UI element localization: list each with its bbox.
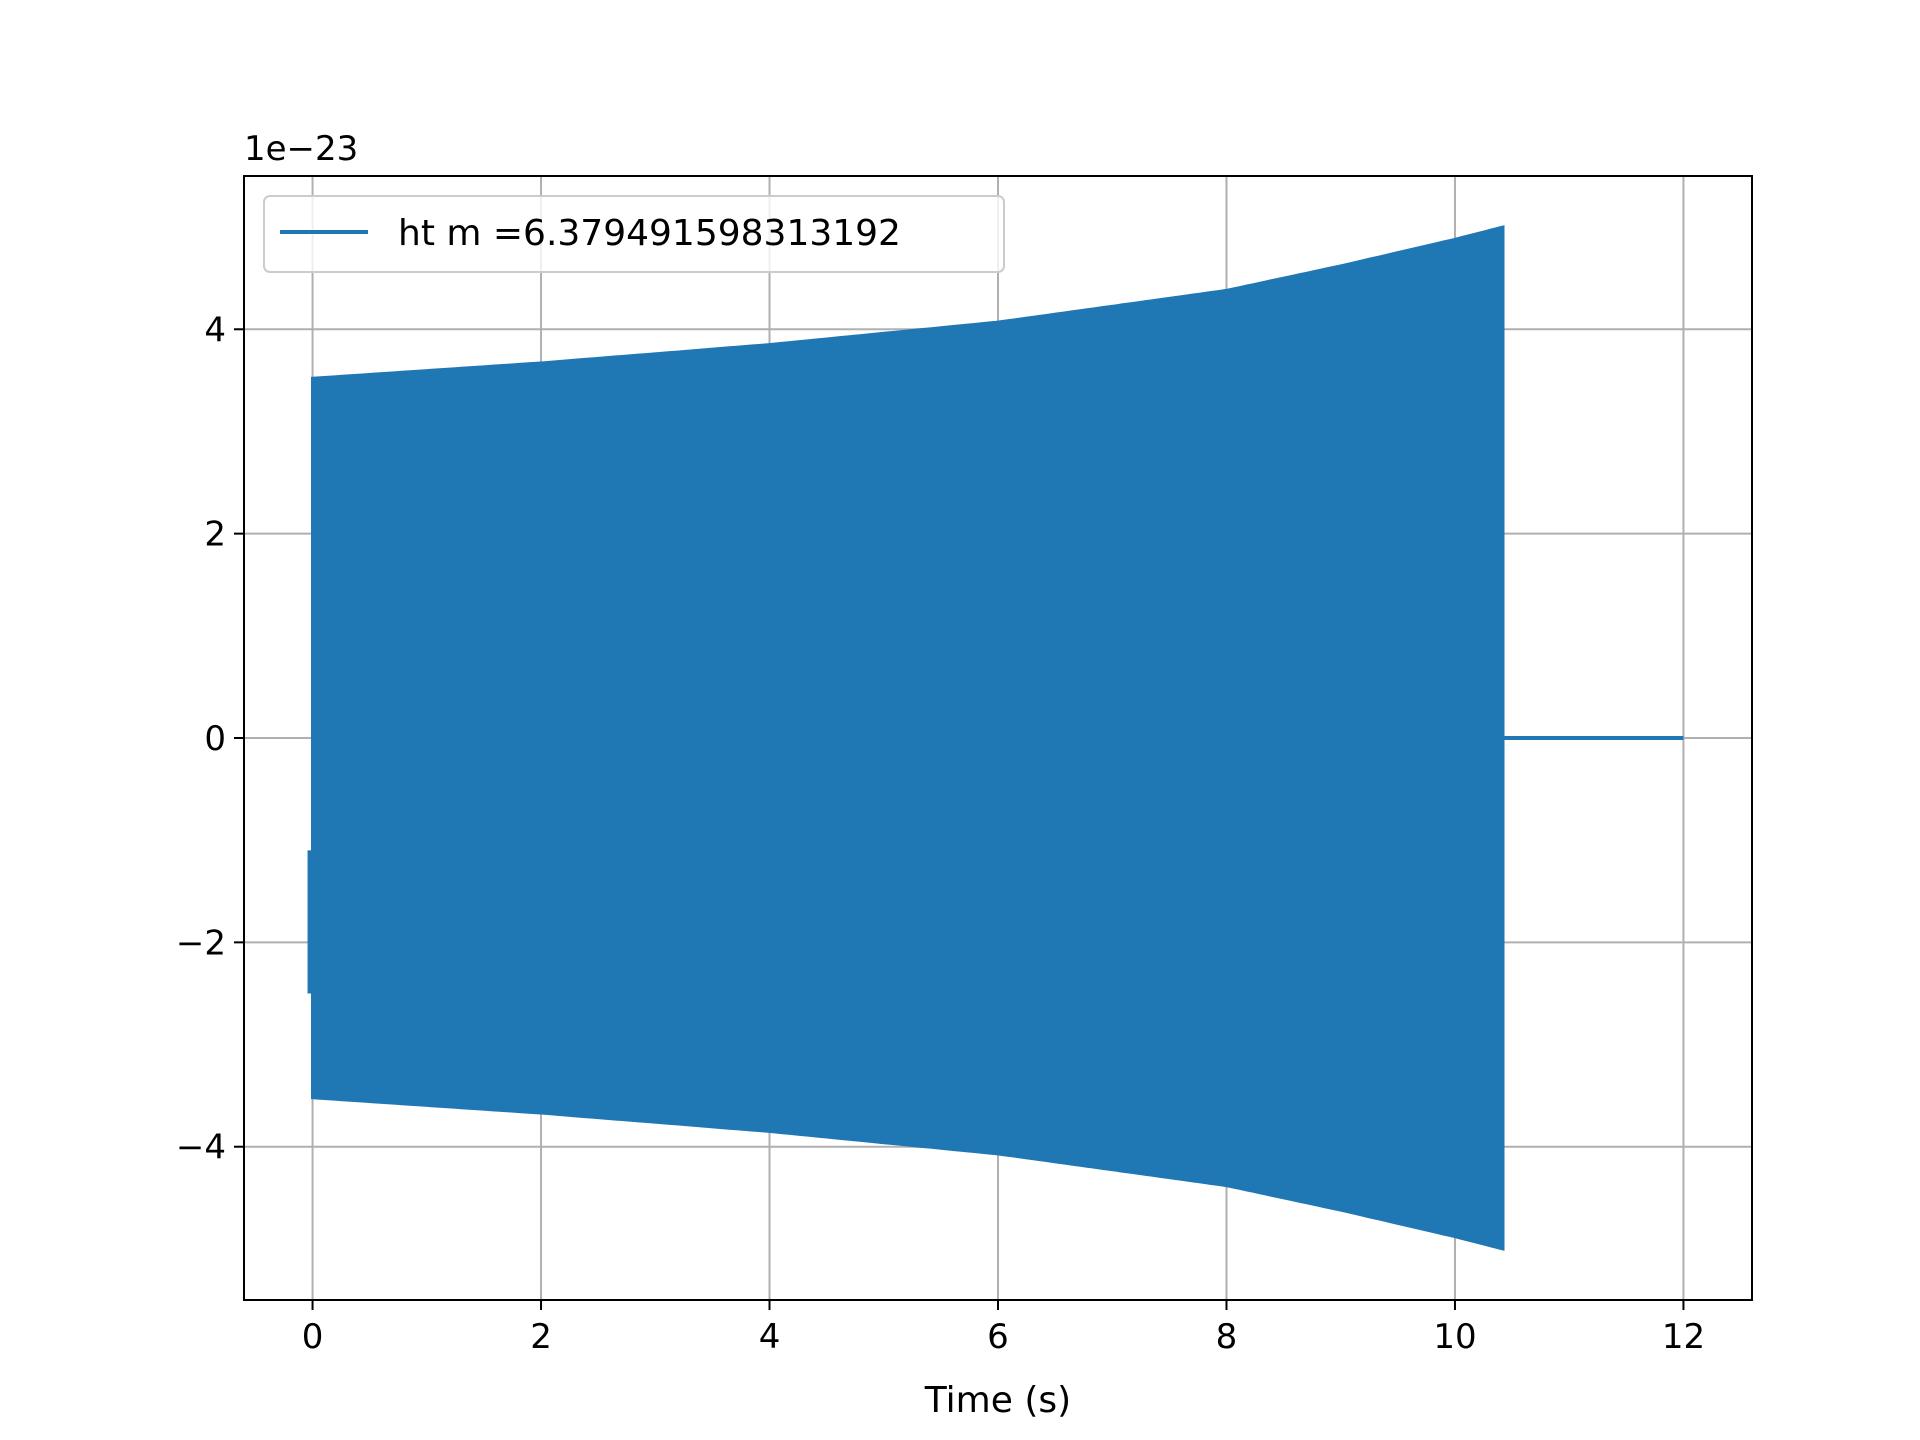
x-tick-label: 4 bbox=[759, 1317, 781, 1357]
series-ht-signal bbox=[311, 225, 1505, 1251]
x-tick-label: 6 bbox=[987, 1317, 1009, 1357]
x-tick-label: 12 bbox=[1662, 1317, 1705, 1357]
legend: ht m =6.379491598313192 bbox=[263, 195, 1005, 273]
y-tick-label: −2 bbox=[176, 923, 226, 963]
x-tick-label: 2 bbox=[530, 1317, 552, 1357]
x-tick-label: 8 bbox=[1216, 1317, 1238, 1357]
y-tick-label: 4 bbox=[204, 310, 226, 350]
y-offset-label: 1e−23 bbox=[244, 129, 358, 169]
y-tick-label: −4 bbox=[176, 1128, 226, 1168]
ticks: 0 2 4 6 8 10 12 −4 −2 0 2 4 bbox=[176, 310, 1705, 1357]
x-tick-label: 10 bbox=[1433, 1317, 1476, 1357]
legend-label-ht: ht m =6.379491598313192 bbox=[398, 213, 901, 254]
y-tick-label: 0 bbox=[204, 719, 226, 759]
plot-area bbox=[307, 225, 1684, 1251]
y-tick-label: 2 bbox=[204, 515, 226, 555]
x-axis-label: Time (s) bbox=[924, 1380, 1071, 1421]
x-tick-label: 0 bbox=[302, 1317, 324, 1357]
legend-box bbox=[263, 195, 1005, 273]
